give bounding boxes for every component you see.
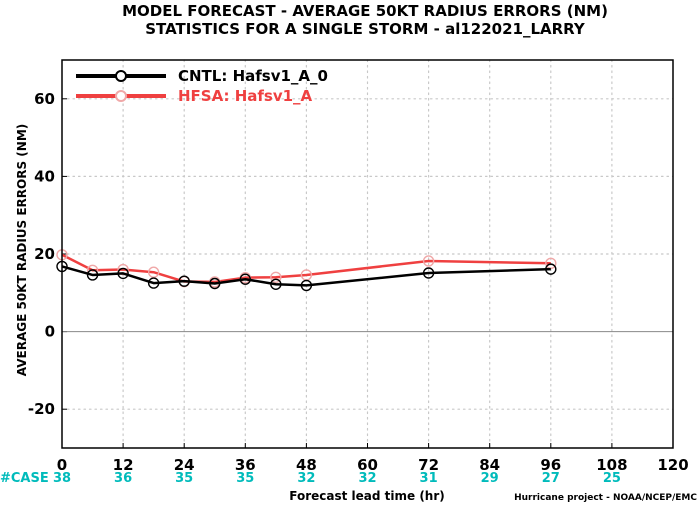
case-count: 27: [542, 471, 560, 486]
legend: CNTL: Hafsv1_A_0 HFSA: Hafsv1_A: [76, 67, 328, 105]
data-point: [422, 267, 435, 279]
data-point: [300, 279, 313, 292]
case-count: 35: [236, 471, 254, 486]
case-count: 32: [358, 471, 376, 486]
legend-marker: [115, 70, 127, 82]
y-axis-label: AVERAGE 50KT RADIUS ERRORS (NM): [15, 124, 29, 376]
legend-label: HFSA: Hafsv1_A: [178, 87, 313, 105]
case-count: 32: [297, 471, 315, 486]
x-axis-label: Forecast lead time (hr): [289, 489, 445, 503]
x-tick-label: 120: [657, 456, 688, 474]
x-tick-label: 48: [296, 456, 317, 474]
x-tick-label: 36: [235, 456, 256, 474]
case-count: 25: [603, 471, 621, 486]
data-point: [147, 277, 160, 289]
grid-lines: [61, 59, 674, 449]
data-point: [270, 278, 282, 290]
series-line: [61, 253, 551, 284]
x-tick-labels: 0 12 24 36 48 60 72 84 96 108 120: [57, 456, 689, 474]
x-tick-label: 12: [113, 456, 134, 474]
x-tick-label: 24: [174, 456, 195, 474]
data-point: [178, 275, 190, 287]
case-count: 29: [481, 471, 499, 486]
case-count: 31: [420, 471, 438, 486]
data-point: [239, 273, 252, 285]
data-point: [422, 255, 435, 267]
plot-frame: [61, 59, 674, 449]
chart-subtitle: STATISTICS FOR A SINGLE STORM - al122021…: [145, 20, 586, 38]
credit-text: Hurricane project - NOAA/NCEP/EMC: [514, 493, 697, 503]
x-tick-label: 108: [596, 456, 627, 474]
x-tick-label: 0: [57, 456, 67, 474]
legend-marker: [115, 90, 127, 102]
y-tick-label: 60: [34, 90, 55, 108]
y-tick-label: -20: [28, 400, 55, 418]
chart-title: MODEL FORECAST - AVERAGE 50KT RADIUS ERR…: [122, 2, 608, 20]
series-layer: [56, 249, 557, 292]
data-point: [117, 267, 129, 280]
case-count-values: 38 36 35 35 32 32 31 29 27 25: [53, 471, 621, 486]
legend-label: CNTL: Hafsv1_A_0: [178, 67, 328, 85]
case-count: 35: [175, 471, 193, 486]
case-count: 38: [53, 471, 71, 486]
y-tick-label: 20: [34, 245, 55, 263]
data-point: [147, 266, 160, 278]
data-point: [545, 263, 557, 275]
x-tick-label: 72: [418, 456, 439, 474]
x-tick-label: 96: [540, 456, 561, 474]
x-tick-label: 84: [479, 456, 500, 474]
y-tick-labels: -20 0 20 40 60: [28, 90, 55, 418]
x-tick-label: 60: [357, 456, 378, 474]
data-point: [545, 257, 557, 270]
data-point: [209, 277, 221, 290]
case-count-label: #CASE: [0, 471, 49, 486]
y-tick-label: 0: [45, 323, 55, 341]
data-point: [270, 271, 282, 283]
series-line: [61, 265, 551, 287]
data-point: [86, 269, 99, 281]
case-count: 36: [114, 471, 132, 486]
y-tick-label: 40: [34, 167, 55, 185]
